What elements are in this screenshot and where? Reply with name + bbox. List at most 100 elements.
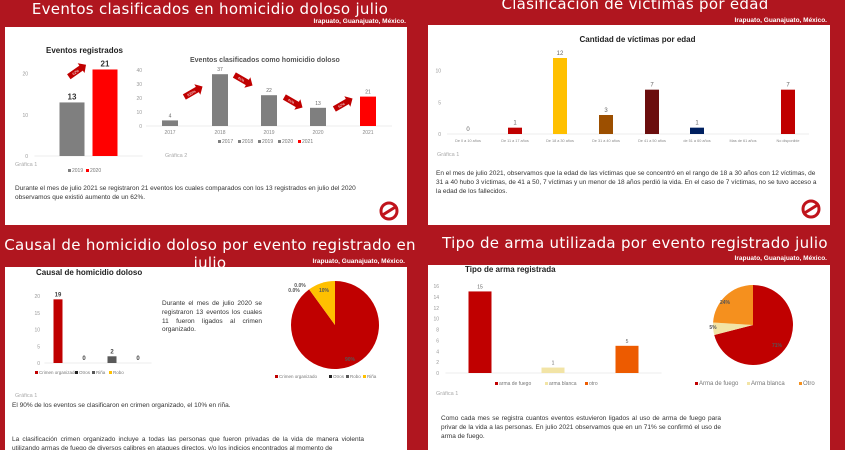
legend-label: Riña xyxy=(96,370,106,375)
bar-2020 xyxy=(92,69,118,156)
x-tick-label: 2017 xyxy=(164,130,175,136)
location-label: Irapuato, Guanajuato, México. xyxy=(312,258,405,265)
y-tick-label: 30 xyxy=(136,82,142,88)
data-label: 37 xyxy=(217,67,223,73)
legend-swatch xyxy=(495,382,498,385)
y-tick-label: 5 xyxy=(438,100,441,106)
trend-arrow: 62% xyxy=(332,96,353,112)
legend-label: 2018 xyxy=(242,139,253,145)
legend-swatch xyxy=(585,382,588,385)
x-tick-label: 2021 xyxy=(362,130,373,136)
legend-swatch xyxy=(329,375,332,378)
pie-data-label: 0.0% xyxy=(294,283,306,289)
trend-arrow: 825% xyxy=(182,84,203,100)
y-tick-label: 10 xyxy=(435,69,441,75)
y-tick-label: 14 xyxy=(433,295,439,301)
bar-2018 xyxy=(212,74,228,126)
y-tick-label: 2 xyxy=(436,360,439,366)
data-label: 0 xyxy=(466,127,470,133)
chart-title: Causal de homicidio doloso xyxy=(36,268,143,277)
y-tick-label: 40 xyxy=(136,68,142,74)
arrow-label: 41% xyxy=(287,98,295,105)
chart-caption: Gráfica 1 xyxy=(15,162,38,168)
description-text: Durante el mes de julio 2021 se registra… xyxy=(15,185,356,201)
y-tick-label: 10 xyxy=(34,328,40,334)
arrow-label: 41% xyxy=(237,76,245,83)
legend-swatch xyxy=(218,140,221,143)
location-label: Irapuato, Guanajuato, México. xyxy=(734,17,827,24)
data-label: 13 xyxy=(68,92,77,101)
description-text: En el mes de julio 2021, observamos que … xyxy=(436,170,817,195)
bar-2019 xyxy=(261,95,277,126)
x-tick-label: Mas de 61 años xyxy=(729,139,756,143)
y-tick-label: 16 xyxy=(433,284,439,290)
x-tick-label: De 41 a 50 años xyxy=(638,139,666,143)
legend-label: 2020 xyxy=(282,139,293,145)
chart-caption: Gráfica 1 xyxy=(437,152,460,158)
legend-swatch xyxy=(109,371,112,374)
legend-swatch xyxy=(747,382,750,385)
arrow-shape xyxy=(232,72,253,88)
data-label: 21 xyxy=(365,90,371,96)
y-tick-label: 0 xyxy=(25,154,28,160)
data-label: 12 xyxy=(557,51,564,57)
x-tick-label: 2018 xyxy=(214,130,225,136)
description-text: Como cada mes se registra cuantos evento… xyxy=(441,415,721,440)
data-label: 5 xyxy=(626,339,629,345)
pie-data-label: 24% xyxy=(720,300,731,306)
pie-slice-arma-de-fuego xyxy=(714,285,793,365)
data-label: 7 xyxy=(786,83,790,89)
data-label: 19 xyxy=(55,292,62,298)
y-tick-label: 4 xyxy=(436,349,439,355)
pie-data-label: 5% xyxy=(709,325,717,331)
legend-label: Robo xyxy=(350,374,361,379)
legend-label: Arma blanca xyxy=(751,381,785,387)
data-label: 7 xyxy=(650,83,654,89)
chart-title: Eventos clasificados como homicidio dolo… xyxy=(190,57,340,64)
legend-label: Crimen organizado xyxy=(39,370,78,375)
bar-2017 xyxy=(162,120,178,126)
bar-de-51-a-60-años xyxy=(690,127,704,134)
chart-victimas-edad: 0 5 10 0 De 0 a 10 años 1 De 11 a 17 años 12 De … xyxy=(435,51,809,143)
bar-de-41-a-50-años xyxy=(645,89,659,134)
side-text: Durante el mes de julio 2020 se registra… xyxy=(162,300,262,334)
x-tick-label: De 31 a 40 años xyxy=(592,139,620,143)
arrow-shape xyxy=(282,94,303,110)
y-tick-label: 0 xyxy=(438,132,441,138)
legend-label: Otro xyxy=(803,381,815,387)
y-tick-label: 20 xyxy=(136,96,142,102)
arrow-label: 825% xyxy=(187,89,197,97)
arrow-shape xyxy=(332,96,353,112)
y-tick-label: 8 xyxy=(436,328,439,334)
chart-eventos-registrados: 0 10 20 13 21 2019 2020 62% 0 10 20 30 40 4 2017 37 2018… xyxy=(22,59,392,174)
pie-data-label: 71% xyxy=(772,343,783,349)
bar-arma-blanca xyxy=(541,367,565,373)
trend-arrow: 62% xyxy=(67,63,87,80)
pie-slice-arma-blanca xyxy=(713,322,753,335)
description-text: El 90% de los eventos se clasificaron en… xyxy=(12,402,231,409)
legend-label: Arma de fuego xyxy=(699,381,739,387)
legend-swatch xyxy=(278,140,281,143)
bar-no-disponible xyxy=(781,89,795,134)
panel-title: Eventos clasificados en homicidio doloso… xyxy=(31,0,389,18)
chart-caption: Gráfica 1 xyxy=(436,391,459,397)
legend-label: Robo xyxy=(113,370,124,375)
legend-label: Crimen organizado xyxy=(279,374,318,379)
y-tick-label: 15 xyxy=(34,311,40,317)
legend-label: Riña xyxy=(367,374,377,379)
legend-label: Otros xyxy=(333,374,345,379)
x-tick-label: No disponible xyxy=(776,139,799,143)
bar-crimen-organizado xyxy=(53,299,63,363)
bar-de-11-a-17-años xyxy=(508,127,522,134)
arrow-shape xyxy=(67,63,87,80)
bar-de-18-a-30-años xyxy=(553,58,567,134)
arrow-shape xyxy=(182,84,203,100)
y-tick-label: 10 xyxy=(22,113,28,119)
bar-2019 xyxy=(59,102,85,156)
data-label: 15 xyxy=(477,284,483,290)
data-label: 2 xyxy=(110,349,114,355)
x-tick-label: De 0 a 10 años xyxy=(455,139,481,143)
legend-swatch xyxy=(346,375,349,378)
data-label: 3 xyxy=(604,108,608,114)
